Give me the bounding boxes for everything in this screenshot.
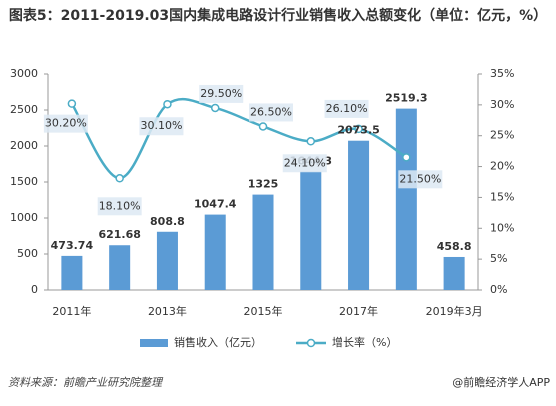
y2-tick-label: 5% — [490, 252, 507, 265]
chart-title: 图表5：2011-2019.03国内集成电路设计行业销售收入总额变化（单位：亿元… — [8, 8, 548, 24]
x-tick-label: 2013年 — [148, 304, 187, 318]
bar-value-label: 1047.4 — [194, 198, 237, 211]
bar — [204, 214, 226, 290]
growth-point — [354, 124, 363, 134]
source: 资料来源：前瞻产业研究院整理 — [8, 376, 164, 389]
growth-point — [210, 103, 220, 113]
credit: @前瞻经济学人APP — [452, 375, 550, 389]
line-value-label: 30.20% — [45, 117, 87, 130]
line-value-label: 24.10% — [284, 156, 326, 169]
growth-point — [258, 122, 268, 131]
legend-label: 增长率（%） — [332, 335, 397, 349]
bar-value-label: 473.74 — [51, 239, 94, 252]
bar-value-label: 458.8 — [437, 240, 472, 253]
bar-value-label: 808.8 — [150, 215, 185, 228]
line-value-label: 21.50% — [399, 172, 441, 185]
bar — [61, 255, 83, 290]
label-box — [43, 114, 88, 133]
y-tick-label: 2500 — [10, 103, 38, 116]
growth-point — [67, 99, 77, 108]
line-value-label: 26.50% — [250, 105, 292, 118]
legend-label: 销售收入（亿元） — [174, 335, 262, 349]
bar — [300, 171, 322, 290]
y-tick-label: 1000 — [10, 211, 38, 224]
bar-value-label: 1325 — [248, 178, 279, 191]
y2-tick-label: 15% — [490, 190, 514, 203]
line-value-label: 26.10% — [326, 102, 368, 115]
legend-swatch — [140, 339, 168, 347]
growth-point — [306, 137, 316, 146]
x-tick-label: 2015年 — [244, 304, 283, 318]
line-value-label: 29.50% — [200, 87, 242, 100]
bar — [252, 194, 274, 290]
y-tick-label: 500 — [17, 247, 38, 260]
bar — [443, 256, 465, 290]
x-tick-label: 2011年 — [52, 304, 91, 318]
y-tick-label: 0 — [31, 283, 38, 296]
label-box — [398, 170, 443, 189]
growth-point — [115, 174, 124, 183]
label-box — [139, 117, 184, 136]
bar-value-label: 2519.3 — [385, 92, 427, 105]
y2-tick-label: 20% — [490, 160, 514, 173]
x-tick-label: 2019年3月 — [426, 304, 483, 318]
y2-tick-label: 25% — [490, 129, 514, 142]
bar-value-label: 2073.5 — [337, 124, 379, 137]
bar-value-label: 621.68 — [98, 228, 140, 241]
legend-marker — [306, 338, 316, 348]
y2-tick-label: 35% — [490, 67, 514, 80]
bar — [156, 231, 178, 290]
bar — [109, 245, 131, 290]
y-tick-label: 2000 — [10, 139, 38, 152]
y2-tick-label: 0% — [490, 283, 507, 296]
line-value-label: 30.10% — [140, 119, 182, 132]
growth-point — [402, 153, 411, 162]
y-tick-label: 1500 — [10, 175, 38, 188]
x-tick-label: 2017年 — [339, 304, 378, 318]
y-tick-label: 3000 — [10, 67, 38, 80]
line-value-label: 18.10% — [99, 199, 141, 212]
label-box — [282, 154, 327, 173]
label-box — [199, 84, 244, 103]
label-box — [324, 99, 369, 118]
y2-tick-label: 10% — [490, 221, 514, 234]
y2-tick-label: 30% — [490, 98, 514, 111]
label-box — [249, 103, 293, 122]
bar — [348, 140, 370, 290]
bar — [395, 108, 417, 290]
label-box — [97, 197, 142, 216]
growth-point — [163, 99, 172, 109]
